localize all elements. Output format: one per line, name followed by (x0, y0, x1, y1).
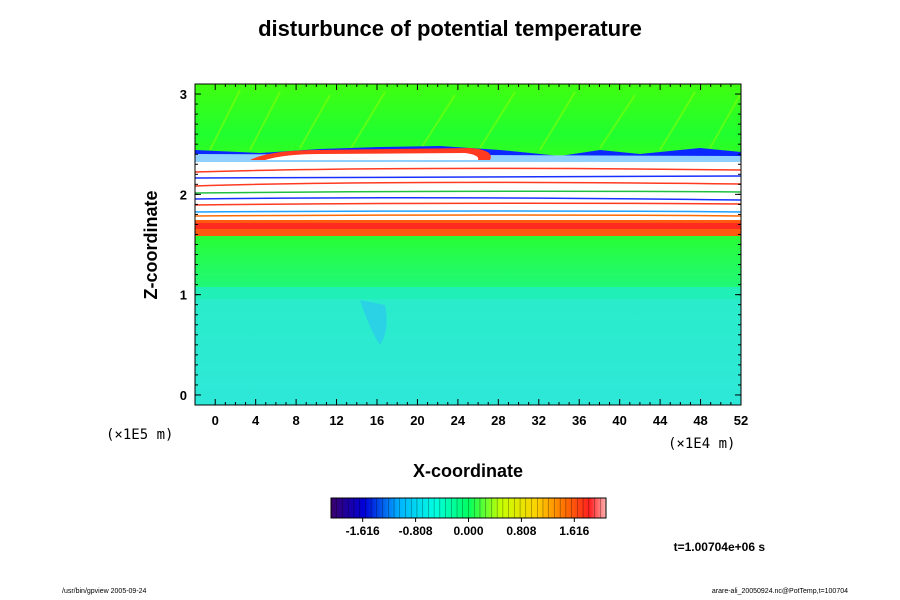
x-tick-label: 4 (252, 413, 260, 428)
y-tick-label: 2 (180, 187, 187, 202)
field-transition-layer (195, 285, 741, 299)
upper-streaks (209, 89, 741, 151)
x-axis-label: X-coordinate (413, 461, 523, 481)
y-unit-label: (×1E5 m) (106, 427, 173, 443)
y-tick-label: 3 (180, 87, 187, 102)
heatmap-field (195, 84, 741, 405)
footer-left: /usr/bin/gpview 2005-09-24 (62, 588, 147, 595)
x-axis-ticks: 0 4 8 12 16 20 24 28 32 36 40 44 48 52 (212, 84, 748, 428)
colorbar-ticks: -1.616 -0.808 0.000 0.808 1.616 (346, 518, 590, 538)
time-label: t=1.00704e+06 s (673, 540, 765, 554)
x-tick-label: 32 (532, 413, 546, 428)
contour-stripes (195, 167, 741, 217)
x-tick-label: 44 (653, 413, 668, 428)
cool-blob (360, 300, 387, 345)
colorbar-tick-label: -1.616 (346, 524, 380, 538)
x-tick-label: 8 (292, 413, 299, 428)
warm-band-core (195, 223, 741, 229)
colorbar-segments (336, 498, 601, 518)
y-axis-ticks: 0 1 2 3 (180, 87, 741, 403)
x-tick-label: 36 (572, 413, 586, 428)
y-axis-label: Z-coordinate (141, 190, 161, 299)
warm-lobe-inner (265, 153, 479, 160)
x-tick-label: 40 (612, 413, 626, 428)
x-tick-label: 20 (410, 413, 424, 428)
field-upper-layer (195, 84, 741, 156)
x-tick-label: 0 (212, 413, 219, 428)
field-middle-layer (195, 233, 741, 287)
footer-right: arare-ali_20050924.nc@PotTemp,t=100704 (711, 588, 848, 595)
x-tick-label: 24 (451, 413, 466, 428)
colorbar-tick-label: 0.808 (506, 524, 536, 538)
colorbar-tick-label: 0.000 (453, 524, 483, 538)
chart-title: disturbunce of potential temperature (258, 16, 642, 41)
y-tick-label: 0 (180, 388, 187, 403)
colorbar-tick-label: -0.808 (399, 524, 433, 538)
x-tick-label: 52 (734, 413, 748, 428)
x-tick-label: 12 (329, 413, 343, 428)
x-unit-label: (×1E4 m) (668, 436, 735, 452)
y-tick-label: 1 (180, 288, 187, 303)
x-tick-label: 48 (693, 413, 707, 428)
colorbar-tick-label: 1.616 (559, 524, 589, 538)
x-tick-label: 16 (370, 413, 384, 428)
x-tick-label: 28 (491, 413, 505, 428)
